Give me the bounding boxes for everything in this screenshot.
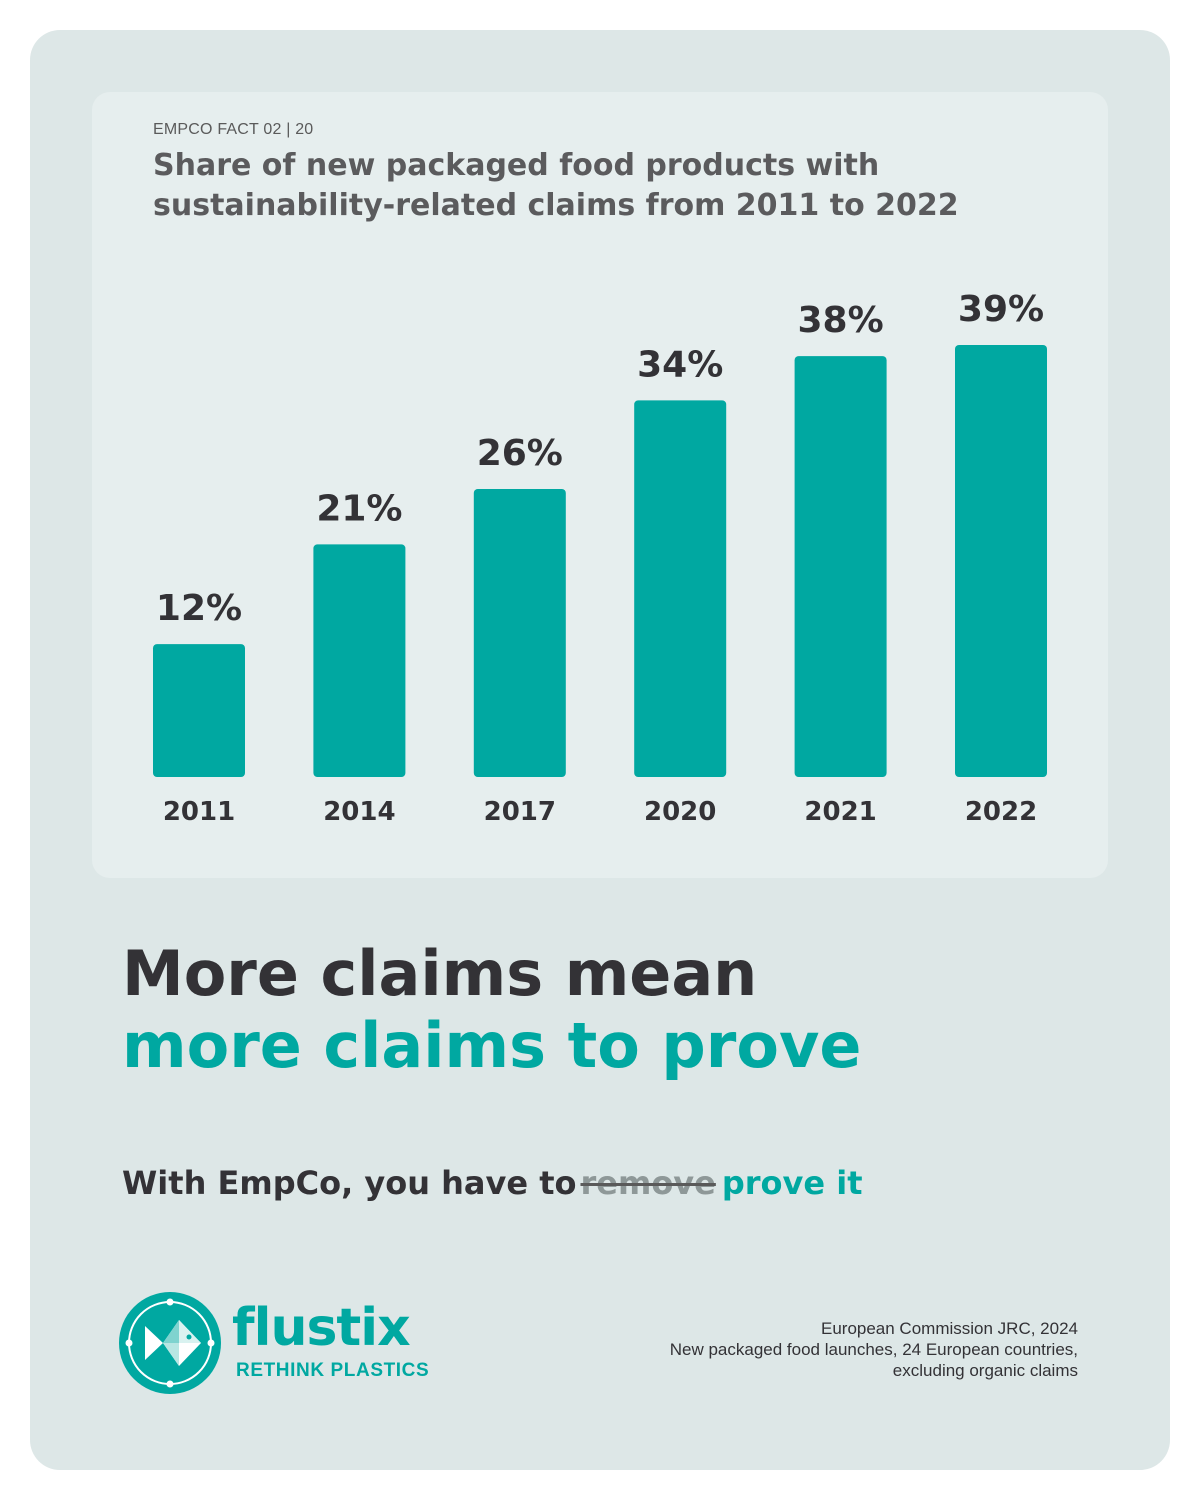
source-line-2: New packaged food launches, 24 European … [669, 1340, 1078, 1359]
value-label-2021: 38% [798, 300, 884, 341]
brand-wordmark: flustix [232, 1298, 411, 1358]
bar-2021 [794, 356, 887, 777]
value-label-2017: 26% [477, 433, 563, 474]
source-line-3: excluding organic claims [892, 1361, 1078, 1380]
headline-line-1: More claims mean [122, 937, 758, 1010]
bar-2020 [634, 400, 727, 777]
chart-title: Share of new packaged food products with… [153, 146, 1053, 226]
tagline-struck-word: remove [580, 1164, 716, 1202]
category-label-2020: 2020 [644, 797, 716, 827]
bar-2022 [955, 345, 1047, 777]
value-label-2011: 12% [156, 588, 242, 629]
bar-2017 [473, 489, 566, 777]
value-label-2014: 21% [316, 488, 402, 529]
value-label-2022: 39% [958, 289, 1044, 330]
bar-2011 [153, 644, 245, 777]
headline-line-2: more claims to prove [122, 1009, 862, 1082]
source-line-1: European Commission JRC, 2024 [820, 1319, 1078, 1338]
chart-panel [92, 92, 1108, 878]
bar-chart: 12% 2011 21% 2014 26% 2017 34% 2020 38% 2021 39% 20… [153, 289, 1047, 827]
fact-kicker: EMPCO FACT 02 | 20 [153, 121, 314, 138]
category-label-2017: 2017 [484, 797, 556, 827]
category-label-2014: 2014 [323, 797, 395, 827]
category-label-2011: 2011 [163, 797, 235, 827]
source-note: European Commission JRC, 2024 New packag… [670, 1318, 1078, 1381]
brand-tagline: RETHINK PLASTICS [236, 1360, 430, 1381]
bar-2014 [313, 544, 406, 777]
fish-logo-icon [119, 1292, 221, 1394]
tagline: With EmpCo, you have to remove prove it [122, 1164, 863, 1202]
chart-title-line-1: Share of new packaged food products with [153, 148, 880, 183]
chart-title-line-2: sustainability-related claims from 2011 … [153, 188, 959, 223]
category-label-2021: 2021 [804, 797, 876, 827]
tagline-accent: prove it [721, 1164, 863, 1202]
tagline-prefix: With EmpCo, you have to [122, 1164, 577, 1202]
category-label-2022: 2022 [965, 797, 1037, 827]
headline: More claims mean more claims to prove [122, 938, 861, 1082]
value-label-2020: 34% [637, 344, 723, 385]
